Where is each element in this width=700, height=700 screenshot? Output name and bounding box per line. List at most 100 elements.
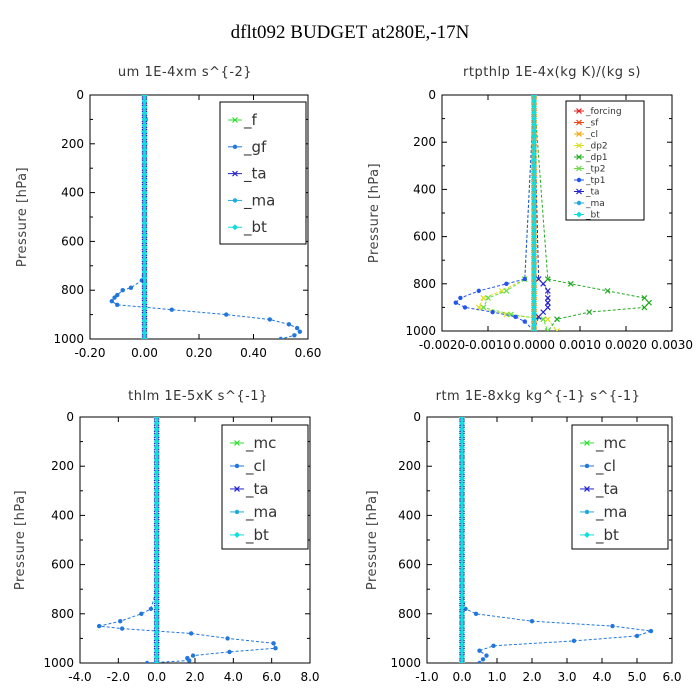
series-marker-ta — [153, 417, 160, 420]
series-marker-clb — [610, 623, 615, 629]
legend-label: _dp1 — [585, 153, 608, 163]
series-marker-bt — [459, 660, 465, 663]
series-marker-bt — [153, 567, 160, 574]
series-marker-bt — [459, 604, 465, 611]
series-marker-bt — [153, 653, 160, 660]
y-tick-label: 200 — [61, 137, 84, 151]
series-marker-bt — [459, 641, 465, 648]
panel-title: rtpthlp 1E-4x(kg K)/(kg s) — [463, 65, 641, 80]
series-marker-bt — [153, 417, 160, 420]
y-tick-label: 600 — [413, 230, 436, 244]
series-marker-gf — [297, 329, 303, 334]
series-marker-bt — [459, 463, 465, 470]
series-marker-bt — [531, 139, 537, 146]
series-marker-bt — [141, 262, 148, 269]
legend-box — [571, 424, 669, 550]
legend-label: _ta — [243, 165, 267, 184]
series-marker-bt — [153, 586, 160, 593]
y-tick-label: 1000 — [390, 656, 421, 670]
series-marker-bt — [153, 457, 160, 464]
series-marker-bt — [153, 444, 160, 451]
series-marker-ta — [544, 295, 551, 301]
series-marker-bt — [459, 598, 465, 605]
series-marker-bt — [153, 610, 160, 617]
legend-box — [221, 424, 309, 550]
y-tick-label: 1000 — [43, 656, 74, 670]
legend-label: _cl — [585, 130, 598, 140]
series-marker-bt — [531, 180, 537, 187]
x-tick-label: 4.0 — [224, 670, 243, 684]
series-marker-bt — [153, 506, 160, 513]
legend-label: _mc — [245, 434, 276, 453]
y-tick-label: 200 — [398, 459, 421, 473]
legend-label: _mc — [595, 434, 626, 453]
series-marker-clb — [96, 623, 102, 629]
series-line-tp2 — [482, 95, 549, 331]
series-marker-dp1 — [641, 304, 648, 311]
series-marker-bt — [141, 256, 148, 263]
y-tick-label: 0 — [428, 88, 436, 102]
legend-label: _cl — [245, 457, 266, 476]
legend-marker-bt — [234, 531, 240, 538]
y-tick-label: 200 — [413, 135, 436, 149]
series-marker-dp1 — [554, 316, 560, 323]
series-marker-bt — [141, 140, 148, 147]
series-marker-bt — [141, 104, 148, 111]
legend-label: _ma — [243, 191, 275, 210]
series-marker-dp1 — [604, 287, 611, 294]
legend-marker-bt — [576, 211, 582, 218]
y-tick-label: 400 — [61, 186, 84, 200]
series-marker-bt — [459, 518, 465, 525]
x-tick-label: 2.0 — [185, 670, 204, 684]
series-marker-bt — [141, 122, 148, 129]
y-axis-label: Pressure [hPa] — [365, 490, 380, 590]
x-tick-label: 0.0010 — [559, 338, 601, 352]
series-marker-ta — [459, 417, 465, 420]
series-marker-bt — [141, 232, 148, 239]
series-marker-bt — [141, 171, 148, 178]
series-marker-bt — [459, 420, 465, 427]
series-marker-gf — [224, 312, 229, 317]
legend: _mc _cl _ta _ma _bt — [571, 424, 669, 550]
series-marker-bt — [531, 310, 537, 317]
legend-marker-sf — [576, 119, 582, 126]
series-marker-tp1 — [513, 314, 518, 320]
legend-marker-ta — [232, 170, 238, 177]
series-marker-bt — [153, 475, 160, 482]
series-marker-clb — [187, 658, 192, 663]
series-marker-tp1 — [522, 319, 527, 324]
legend-marker-ma — [234, 509, 240, 515]
y-tick-label: 0 — [413, 410, 421, 424]
series-marker-bt — [531, 274, 537, 281]
legend-marker-f — [232, 117, 238, 123]
x-tick-label: 0.0030 — [651, 338, 693, 352]
x-tick-label: -0.0020 — [419, 338, 465, 352]
series-marker-clb — [477, 660, 482, 663]
x-tick-label: 0.20 — [186, 346, 213, 360]
series-marker-bt — [141, 299, 148, 306]
y-tick-label: 400 — [51, 508, 74, 522]
series-marker-bt — [141, 238, 148, 245]
series-marker-bt — [459, 493, 465, 500]
x-tick-label: 0.0000 — [513, 338, 555, 352]
series-marker-bt — [153, 604, 160, 611]
series-marker-gf — [169, 307, 174, 312]
series-marker-bt — [459, 561, 465, 568]
series-marker-bt — [459, 567, 465, 574]
legend-marker-ma — [576, 200, 582, 206]
x-tick-label: 6.0 — [662, 670, 681, 684]
figure-title: dflt092 BUDGET at280E,-17N — [230, 22, 470, 43]
series-marker-gf — [115, 302, 120, 308]
series-marker-tp1 — [490, 309, 495, 315]
series-marker-dp1 — [567, 280, 574, 287]
series-marker-ta — [141, 336, 148, 339]
series-marker-bt — [141, 336, 148, 339]
series-marker-clb — [225, 636, 230, 641]
series-marker-bt — [141, 128, 148, 135]
legend-label: _gf — [243, 138, 267, 157]
series-marker-bt — [153, 580, 160, 587]
panel-thlm: thlm 1E-5xK s^{-1} Pressure [hPa] 0 200 400 6… — [13, 389, 320, 684]
series-marker-dp1 — [646, 299, 652, 306]
series-marker-bt — [459, 487, 465, 494]
series-marker-bt — [141, 153, 148, 159]
